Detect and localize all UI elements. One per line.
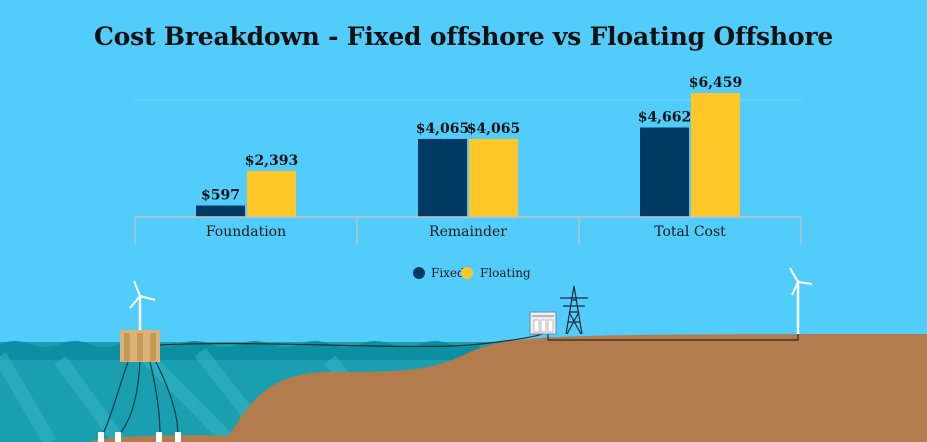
land: [225, 334, 927, 442]
category-label: Remainder: [429, 224, 507, 240]
data-label: $2,393: [245, 153, 299, 169]
transmission-tower-icon: [560, 285, 588, 335]
bar-floating-foundation[interactable]: [247, 171, 296, 217]
data-label: $597: [201, 188, 240, 204]
legend-swatch-floating: [461, 267, 473, 279]
bars-group: $597 $2,393 $4,065$4,065 $4,662 $6,459: [196, 75, 742, 217]
data-label: $4,065: [416, 121, 470, 137]
x-axis: [134, 216, 802, 245]
floating-wind-turbine-icon: [98, 280, 181, 442]
legend-item-fixed[interactable]: Fixed: [413, 266, 465, 280]
category-label: Foundation: [206, 224, 286, 240]
data-label: $4,662: [638, 109, 692, 125]
bar-fixed-foundation[interactable]: [196, 205, 245, 217]
legend-item-floating[interactable]: Floating: [461, 266, 531, 280]
onshore-wind-turbine-icon: [789, 267, 813, 334]
data-label: $4,065: [467, 121, 521, 137]
category-label: Total Cost: [654, 224, 726, 240]
bar-floating-remainder[interactable]: [469, 138, 518, 217]
legend-label-fixed: Fixed: [431, 266, 465, 280]
legend-swatch-fixed: [413, 267, 425, 279]
chart-title: Cost Breakdown - Fixed offshore vs Float…: [93, 22, 834, 51]
data-label: $6,459: [689, 75, 743, 91]
legend-label-floating: Floating: [480, 266, 531, 280]
bar-fixed-total-cost[interactable]: [640, 127, 689, 217]
offshore-scene-illustration: [0, 267, 927, 442]
bar-fixed-remainder[interactable]: [418, 138, 467, 217]
category-labels: Foundation Remainder Total Cost: [206, 224, 726, 240]
legend: Fixed Floating: [413, 266, 531, 280]
bar-floating-total-cost[interactable]: [691, 93, 740, 217]
substation-icon: [529, 311, 557, 335]
